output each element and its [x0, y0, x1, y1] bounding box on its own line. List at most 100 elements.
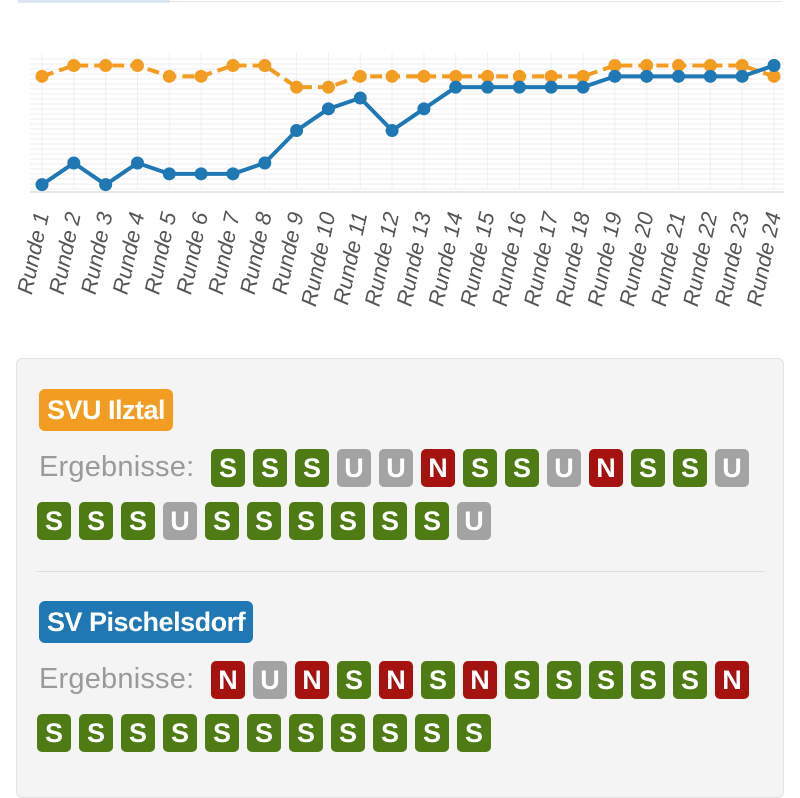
data-point: [640, 69, 654, 83]
result-chip: U: [457, 502, 491, 540]
result-chip: N: [421, 449, 455, 487]
result-chip: S: [337, 661, 371, 699]
results-panel: SVU Ilztal Ergebnisse: S S S U U N S S U N S S US S S U…: [16, 358, 784, 798]
data-point: [321, 102, 335, 116]
results-label: Ergebnisse:: [39, 663, 195, 695]
data-point: [576, 80, 590, 94]
result-chip: S: [631, 449, 665, 487]
result-chip: S: [295, 449, 329, 487]
data-point: [35, 69, 49, 83]
result-chip: U: [547, 449, 581, 487]
data-point: [353, 91, 367, 105]
label-spacer: [37, 449, 211, 487]
result-chip: S: [673, 449, 707, 487]
result-chip: U: [163, 502, 197, 540]
data-point: [67, 59, 81, 72]
data-point: [735, 69, 749, 83]
data-point: [767, 69, 781, 83]
data-point: [99, 178, 113, 192]
result-chip: U: [337, 449, 371, 487]
results-chips-svu-ilztal: S S S U U N S S U N S S US S S U S S S S S S U: [37, 449, 777, 555]
series-line: [41, 63, 775, 90]
data-point: [162, 69, 176, 83]
result-chip: S: [331, 714, 365, 752]
result-chip: S: [79, 502, 113, 540]
data-point: [385, 124, 399, 137]
top-tab-strip: [18, 0, 170, 3]
data-point: [608, 59, 622, 72]
result-chip: S: [289, 714, 323, 752]
data-point: [672, 69, 686, 83]
data-point: [258, 156, 272, 170]
team-badge-sv-pischelsdorf: SV Pischelsdorf: [39, 601, 254, 643]
result-chip: S: [631, 661, 665, 699]
data-point: [544, 80, 558, 94]
result-chip: S: [289, 502, 323, 540]
data-point: [226, 59, 240, 72]
results-label: Ergebnisse:: [39, 451, 195, 483]
result-chip: S: [79, 714, 113, 752]
data-point: [130, 156, 144, 170]
result-chip: S: [505, 449, 539, 487]
data-point: [385, 69, 399, 83]
data-point: [194, 167, 208, 181]
team-divider: [37, 571, 765, 572]
result-chip: S: [121, 714, 155, 752]
data-point: [99, 59, 113, 72]
result-chip: S: [463, 449, 497, 487]
data-point: [767, 59, 781, 72]
data-point: [640, 59, 654, 72]
data-point: [449, 69, 463, 83]
team-badge-svu-ilztal: SVU Ilztal: [39, 389, 174, 431]
data-point: [258, 59, 272, 72]
data-point: [512, 80, 526, 94]
data-point: [544, 69, 558, 83]
result-chip: S: [163, 714, 197, 752]
result-chip: S: [121, 502, 155, 540]
data-point: [449, 80, 463, 94]
data-point: [290, 124, 304, 137]
data-point: [735, 59, 749, 72]
result-chip: S: [415, 714, 449, 752]
data-point: [703, 69, 717, 83]
label-spacer: [37, 661, 211, 699]
result-chip: S: [373, 714, 407, 752]
data-point: [290, 80, 304, 94]
result-chip: N: [295, 661, 329, 699]
data-point: [512, 69, 526, 83]
result-chip: S: [211, 449, 245, 487]
result-chip: S: [457, 714, 491, 752]
result-chip: N: [715, 661, 749, 699]
result-chip: U: [715, 449, 749, 487]
data-point: [481, 69, 495, 83]
result-chip: S: [415, 502, 449, 540]
result-chip: S: [547, 661, 581, 699]
result-chip: U: [253, 661, 287, 699]
result-chip: N: [379, 661, 413, 699]
data-point: [703, 59, 717, 72]
data-point: [576, 69, 590, 83]
series-line: [40, 63, 775, 187]
result-chip: S: [505, 661, 539, 699]
result-chip: N: [211, 661, 245, 699]
result-chip: S: [373, 502, 407, 540]
data-point: [67, 156, 81, 170]
data-point: [672, 59, 686, 72]
result-chip: S: [253, 449, 287, 487]
results-chips-sv-pischelsdorf: N U N S N S N S S S S S NS S S S S S S S S S S: [37, 661, 777, 767]
data-point: [194, 69, 208, 83]
data-point: [417, 102, 431, 116]
data-point: [417, 69, 431, 83]
result-chip: S: [247, 714, 281, 752]
result-chip: N: [589, 449, 623, 487]
result-chip: S: [205, 714, 239, 752]
result-chip: S: [421, 661, 455, 699]
top-divider: [170, 1, 782, 2]
result-chip: N: [463, 661, 497, 699]
data-point: [162, 167, 176, 181]
data-point: [130, 59, 144, 72]
result-chip: S: [37, 714, 71, 752]
data-point: [226, 167, 240, 181]
data-point: [353, 69, 367, 83]
